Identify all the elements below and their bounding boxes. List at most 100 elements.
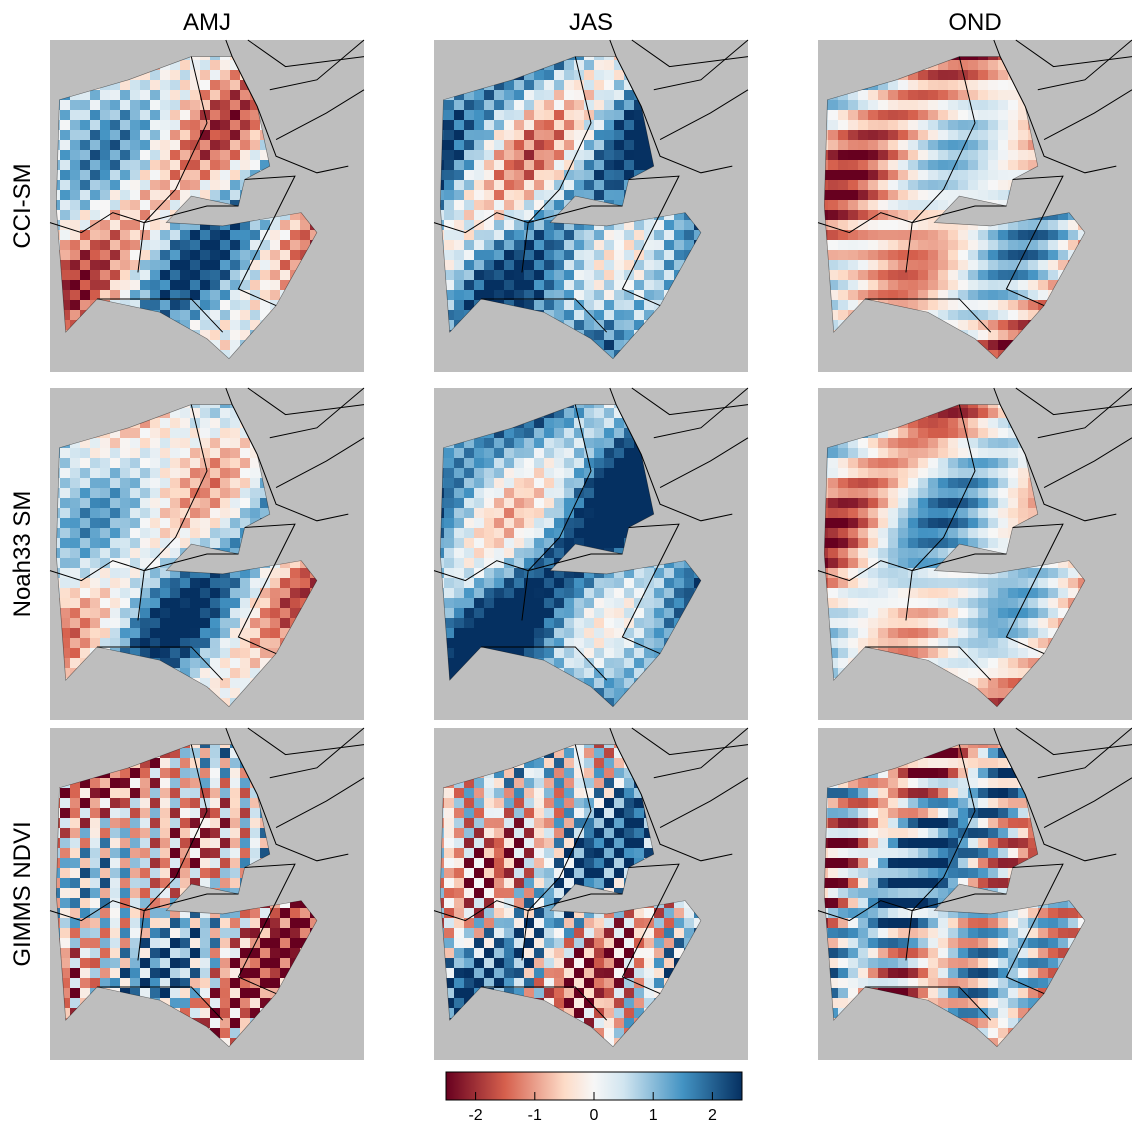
anomaly-cell <box>644 598 654 608</box>
anomaly-cell <box>1028 270 1038 280</box>
anomaly-cell <box>90 498 100 508</box>
anomaly-cell <box>554 608 564 618</box>
anomaly-cell <box>200 508 210 518</box>
anomaly-cell <box>70 130 80 140</box>
anomaly-cell <box>524 578 534 588</box>
anomaly-cell <box>484 498 494 508</box>
anomaly-cell <box>250 648 260 658</box>
anomaly-cell <box>524 468 534 478</box>
anomaly-cell <box>554 110 564 120</box>
anomaly-cell <box>624 310 634 320</box>
anomaly-cell <box>828 240 838 250</box>
anomaly-cell <box>130 528 140 538</box>
anomaly-cell <box>928 240 938 250</box>
anomaly-cell <box>888 478 898 488</box>
anomaly-cell <box>604 658 614 668</box>
anomaly-cell <box>230 518 240 528</box>
anomaly-cell <box>848 200 858 210</box>
anomaly-cell <box>70 568 80 578</box>
anomaly-cell <box>554 280 564 290</box>
anomaly-cell <box>160 428 170 438</box>
anomaly-cell <box>918 170 928 180</box>
anomaly-cell <box>978 250 988 260</box>
anomaly-cell <box>544 498 554 508</box>
anomaly-cell <box>230 70 240 80</box>
anomaly-cell <box>60 608 70 618</box>
anomaly-cell <box>454 200 464 210</box>
anomaly-cell <box>918 260 928 270</box>
anomaly-cell <box>290 588 300 598</box>
anomaly-cell <box>444 180 454 190</box>
anomaly-cell <box>120 270 130 280</box>
anomaly-cell <box>898 488 908 498</box>
anomaly-cell <box>250 130 260 140</box>
anomaly-cell <box>514 160 524 170</box>
anomaly-cell <box>838 458 848 468</box>
anomaly-cell <box>160 300 170 310</box>
anomaly-cell <box>898 90 908 100</box>
anomaly-cell <box>230 300 240 310</box>
anomaly-cell <box>674 578 684 588</box>
anomaly-cell <box>888 488 898 498</box>
anomaly-cell <box>544 170 554 180</box>
anomaly-cell <box>554 478 564 488</box>
anomaly-cell <box>190 468 200 478</box>
anomaly-cell <box>524 230 534 240</box>
anomaly-cell <box>170 518 180 528</box>
anomaly-cell <box>180 408 190 418</box>
anomaly-cell <box>80 558 90 568</box>
anomaly-cell <box>848 280 858 290</box>
anomaly-cell <box>624 648 634 658</box>
anomaly-cell <box>70 618 80 628</box>
anomaly-cell <box>918 120 928 130</box>
anomaly-cell <box>180 588 190 598</box>
anomaly-cell <box>1008 300 1018 310</box>
anomaly-cell <box>604 668 614 678</box>
anomaly-cell <box>484 578 494 588</box>
anomaly-cell <box>444 558 454 568</box>
anomaly-cell <box>270 568 280 578</box>
anomaly-cell <box>150 150 160 160</box>
anomaly-cell <box>604 428 614 438</box>
anomaly-cell <box>544 588 554 598</box>
anomaly-cell <box>958 448 968 458</box>
anomaly-cell <box>454 240 464 250</box>
anomaly-cell <box>220 150 230 160</box>
anomaly-cell <box>230 458 240 468</box>
anomaly-cell <box>220 478 230 488</box>
anomaly-cell <box>484 190 494 200</box>
anomaly-cell <box>654 578 664 588</box>
anomaly-cell <box>230 648 240 658</box>
anomaly-cell <box>614 448 624 458</box>
anomaly-cell <box>120 518 130 528</box>
anomaly-cell <box>574 110 584 120</box>
anomaly-cell <box>180 120 190 130</box>
anomaly-cell <box>464 140 474 150</box>
anomaly-cell <box>250 150 260 160</box>
anomaly-cell <box>514 588 524 598</box>
anomaly-cell <box>1018 280 1028 290</box>
anomaly-cell <box>838 160 848 170</box>
anomaly-cell <box>110 558 120 568</box>
anomaly-cell <box>484 230 494 240</box>
anomaly-cell <box>534 628 544 638</box>
anomaly-cell <box>594 468 604 478</box>
anomaly-cell <box>838 468 848 478</box>
anomaly-cell <box>624 150 634 160</box>
anomaly-cell <box>80 628 90 638</box>
anomaly-cell <box>474 90 484 100</box>
anomaly-cell <box>564 300 574 310</box>
anomaly-cell <box>634 300 644 310</box>
anomaly-cell <box>564 648 574 658</box>
anomaly-cell <box>858 90 868 100</box>
anomaly-cell <box>888 280 898 290</box>
anomaly-cell <box>564 250 574 260</box>
anomaly-cell <box>90 528 100 538</box>
anomaly-cell <box>928 428 938 438</box>
anomaly-cell <box>898 458 908 468</box>
anomaly-cell <box>180 240 190 250</box>
anomaly-cell <box>858 280 868 290</box>
anomaly-cell <box>1028 260 1038 270</box>
anomaly-cell <box>70 498 80 508</box>
anomaly-cell <box>494 120 504 130</box>
